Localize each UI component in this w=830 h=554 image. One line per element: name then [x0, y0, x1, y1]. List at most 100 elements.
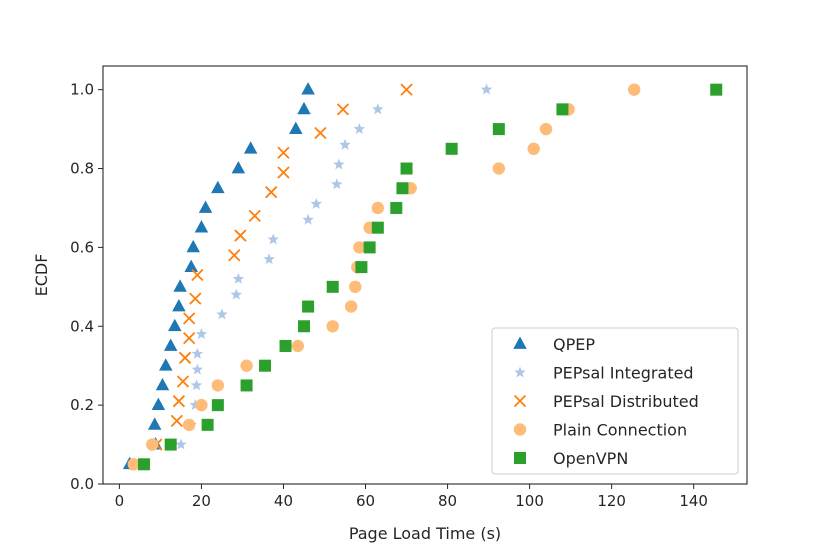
data-point — [146, 438, 159, 451]
legend-marker — [513, 394, 527, 408]
data-point — [211, 180, 225, 194]
data-point — [168, 318, 182, 332]
data-point — [189, 292, 202, 305]
series-triangle — [122, 82, 315, 470]
data-point — [277, 146, 290, 159]
data-point — [396, 182, 409, 195]
data-point — [163, 338, 178, 351]
data-point — [302, 300, 315, 313]
legend-label: PEPsal Distributed — [553, 392, 699, 411]
data-point — [175, 438, 187, 450]
data-point — [201, 418, 214, 431]
data-point — [314, 126, 327, 140]
x-tick-label: 60 — [356, 492, 375, 510]
data-point — [400, 162, 413, 175]
data-point — [353, 123, 366, 134]
data-point — [151, 397, 166, 411]
data-point — [371, 221, 384, 234]
data-point — [445, 142, 458, 155]
legend: QPEP PEPsal Integrated PEPsal Distributed P… — [491, 327, 739, 475]
data-point — [184, 259, 198, 272]
data-point — [333, 158, 345, 170]
data-point — [265, 186, 278, 199]
legend-marker — [513, 423, 527, 436]
data-point — [155, 377, 170, 391]
data-point — [198, 200, 213, 213]
data-point — [480, 83, 493, 95]
data-point — [147, 417, 162, 430]
data-point — [301, 82, 315, 95]
data-point — [159, 358, 173, 371]
data-point — [267, 233, 279, 245]
data-point — [492, 162, 506, 175]
x-axis-ticks: 0 20 40 60 80 100 120 140 — [115, 484, 708, 510]
data-point — [289, 121, 303, 134]
x-tick-label: 100 — [515, 492, 544, 510]
data-point — [297, 320, 310, 333]
legend-label: PEPsal Integrated — [553, 364, 694, 383]
data-point — [363, 241, 376, 254]
data-point — [310, 198, 323, 209]
y-tick-label: 0.6 — [70, 238, 94, 256]
plot-frame — [102, 65, 748, 485]
data-point — [183, 331, 196, 345]
data-point — [182, 418, 196, 432]
legend-label: QPEP — [553, 335, 595, 354]
y-axis-title: ECDF — [32, 254, 51, 297]
legend-marker — [514, 452, 526, 464]
data-point — [353, 241, 366, 254]
data-point — [234, 229, 247, 242]
data-point — [240, 379, 253, 392]
data-point — [216, 308, 228, 320]
data-point — [240, 359, 253, 372]
data-point — [539, 122, 553, 136]
data-point — [211, 399, 224, 412]
data-point — [232, 272, 245, 284]
data-point — [556, 103, 569, 116]
data-point — [263, 253, 275, 265]
data-point — [191, 363, 204, 375]
y-tick-label: 0.2 — [70, 396, 94, 414]
y-tick-label: 0.4 — [70, 317, 94, 335]
data-point — [186, 239, 200, 253]
x-tick-label: 40 — [274, 492, 293, 510]
data-point — [172, 395, 186, 408]
data-point — [172, 299, 186, 312]
data-point — [194, 220, 209, 233]
x-tick-label: 0 — [115, 492, 125, 510]
legend-marker — [513, 336, 527, 349]
legend-label: OpenVPN — [553, 449, 628, 468]
data-markers — [122, 82, 723, 471]
data-point — [170, 414, 183, 428]
data-point — [339, 138, 351, 150]
data-point — [492, 123, 505, 136]
data-point — [331, 178, 343, 190]
data-point — [277, 166, 290, 179]
data-point — [176, 375, 190, 388]
data-point — [138, 458, 151, 471]
legend-box — [491, 327, 739, 475]
data-point — [279, 339, 292, 352]
data-point — [231, 161, 246, 174]
data-point — [228, 249, 241, 262]
data-point — [195, 398, 208, 412]
data-point — [326, 320, 339, 333]
x-tick-label: 140 — [679, 492, 708, 510]
legend-label: Plain Connection — [553, 421, 687, 440]
x-tick-label: 120 — [597, 492, 626, 510]
data-point — [390, 201, 403, 214]
y-tick-label: 1.0 — [70, 81, 94, 99]
data-point — [371, 201, 385, 215]
y-axis-ticks: 0.0 0.2 0.4 0.6 0.8 1.0 — [70, 81, 103, 493]
data-point — [336, 103, 350, 116]
data-point — [230, 288, 243, 300]
data-point — [195, 328, 208, 340]
series-square — [138, 83, 723, 471]
data-point — [191, 268, 204, 282]
legend-marker — [514, 366, 526, 378]
data-point — [190, 379, 203, 391]
data-point — [259, 359, 272, 372]
data-point — [164, 438, 177, 451]
x-axis-title: Page Load Time (s) — [349, 524, 501, 543]
